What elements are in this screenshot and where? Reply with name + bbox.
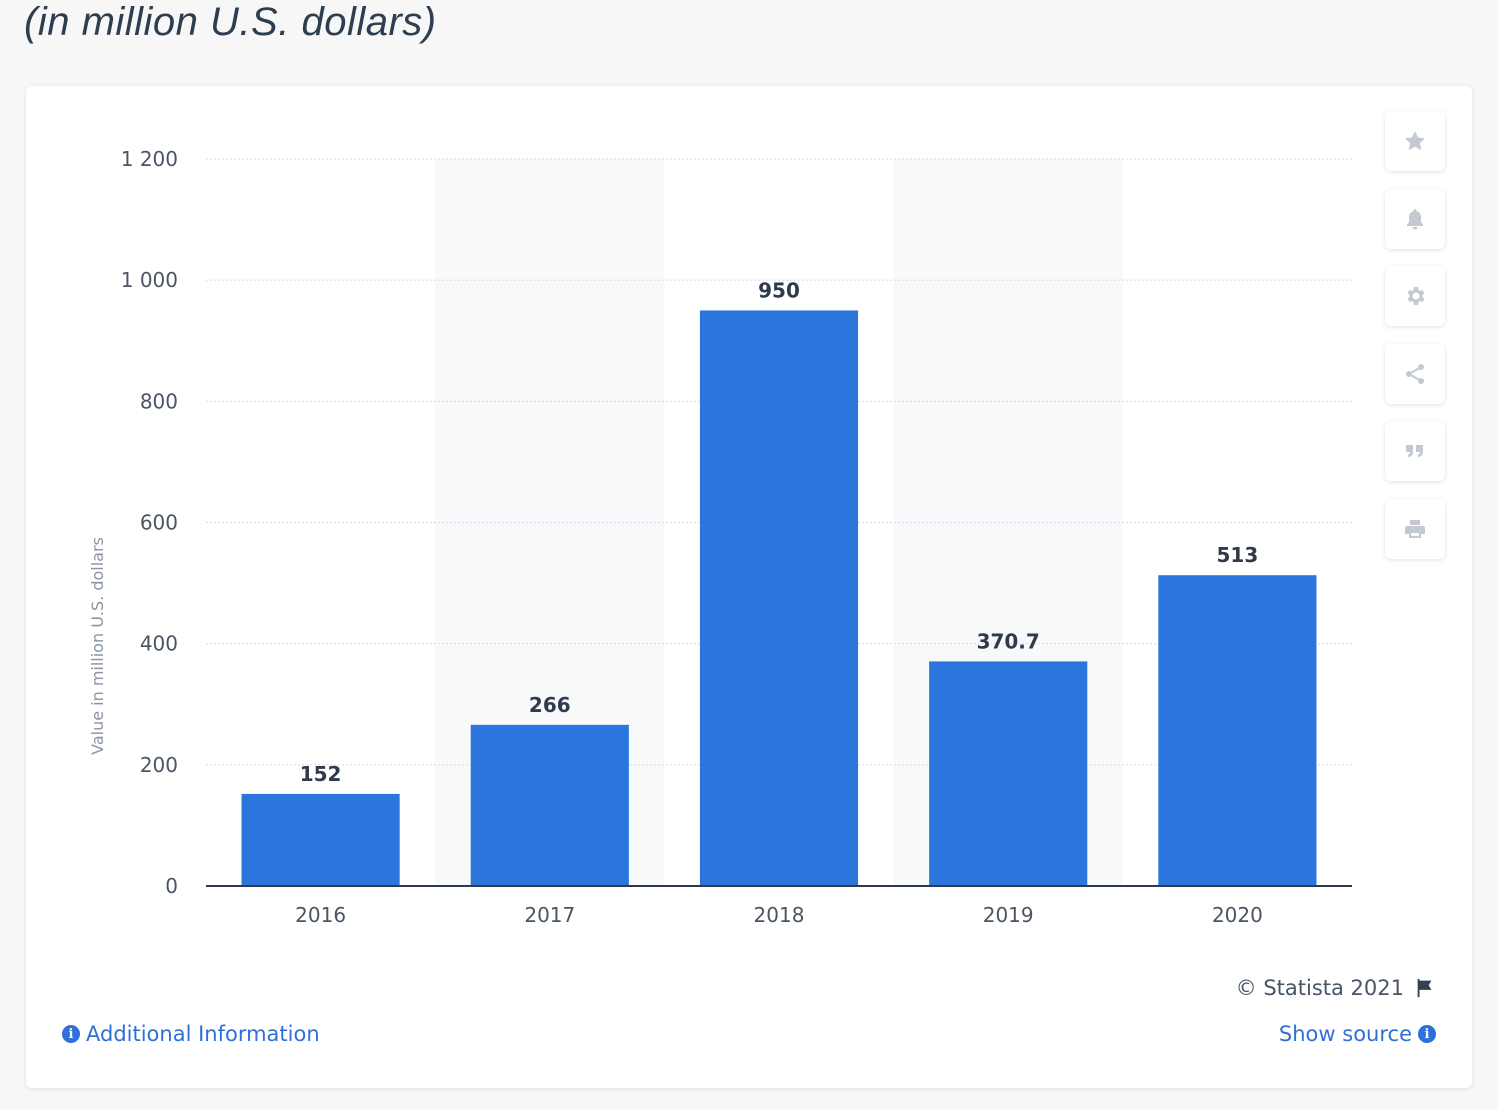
star-icon bbox=[1405, 131, 1425, 151]
y-tick-label: 800 bbox=[140, 389, 178, 413]
x-tick-label: 2016 bbox=[295, 903, 346, 927]
x-tick-label: 2020 bbox=[1212, 903, 1263, 927]
data-label: 513 bbox=[1217, 543, 1259, 567]
settings-button[interactable] bbox=[1385, 266, 1445, 326]
y-tick-label: 1 200 bbox=[121, 147, 178, 171]
bar[interactable] bbox=[1158, 575, 1317, 886]
info-icon: i bbox=[62, 1025, 80, 1043]
chart-card: 152 266 950 370.7 513 0 200 400 600 800 1 000 1 20… bbox=[26, 86, 1472, 1088]
x-tick-label: 2018 bbox=[754, 903, 805, 927]
x-tick-label: 2019 bbox=[983, 903, 1034, 927]
additional-information-link[interactable]: i Additional Information bbox=[62, 1022, 320, 1046]
y-tick-label: 400 bbox=[140, 632, 178, 656]
bell-icon bbox=[1407, 209, 1423, 230]
bar[interactable] bbox=[470, 724, 629, 886]
x-tick-label: 2017 bbox=[524, 903, 575, 927]
favorite-button[interactable] bbox=[1385, 111, 1445, 171]
show-source-label: Show source bbox=[1278, 1022, 1412, 1046]
share-button[interactable] bbox=[1385, 344, 1445, 404]
data-label: 950 bbox=[758, 278, 800, 302]
bar[interactable] bbox=[241, 793, 400, 886]
print-button[interactable] bbox=[1385, 499, 1445, 559]
print-icon bbox=[1405, 520, 1425, 538]
bar[interactable] bbox=[699, 310, 859, 886]
additional-information-label: Additional Information bbox=[86, 1022, 320, 1046]
quote-icon bbox=[1406, 445, 1423, 457]
copyright: © Statista 2021 bbox=[1236, 976, 1436, 1000]
show-source-link[interactable]: Show source i bbox=[1279, 1022, 1436, 1046]
data-label: 370.7 bbox=[977, 629, 1040, 653]
y-tick-label: 200 bbox=[140, 753, 178, 777]
flag-icon[interactable] bbox=[1414, 977, 1436, 999]
y-tick-label: 0 bbox=[165, 874, 178, 898]
y-tick-label: 600 bbox=[140, 511, 178, 535]
bar[interactable] bbox=[929, 661, 1088, 886]
data-label: 266 bbox=[529, 693, 571, 717]
data-label: 152 bbox=[300, 762, 342, 786]
notification-button[interactable] bbox=[1385, 189, 1445, 249]
copyright-text: © Statista 2021 bbox=[1235, 976, 1404, 1000]
info-icon: i bbox=[1418, 1025, 1436, 1043]
y-axis-label: Value in million U.S. dollars bbox=[88, 537, 107, 755]
gear-icon bbox=[1407, 287, 1425, 305]
bar-chart: 152 266 950 370.7 513 0 200 400 600 800 1 000 1 20… bbox=[88, 147, 1352, 927]
cite-button[interactable] bbox=[1385, 421, 1445, 481]
share-icon bbox=[1406, 364, 1424, 384]
y-tick-label: 1 000 bbox=[121, 268, 178, 292]
chart-subtitle: (in million U.S. dollars) bbox=[24, 0, 437, 44]
